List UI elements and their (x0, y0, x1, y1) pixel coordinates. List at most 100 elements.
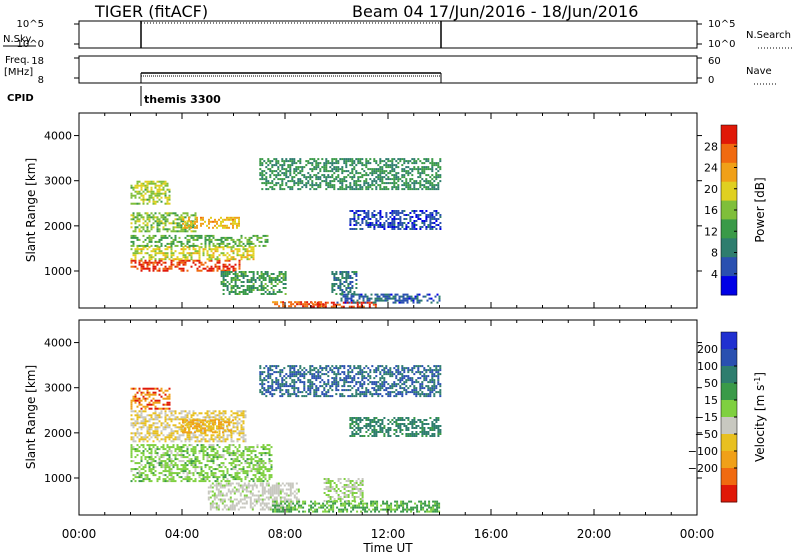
heatmap-cell (416, 297, 419, 300)
heatmap-cell (144, 476, 147, 479)
heatmap-cell (385, 188, 388, 191)
heatmap-cell (164, 480, 167, 483)
heatmap-cell (140, 464, 143, 467)
heatmap-cell (427, 186, 430, 189)
heatmap-cell (164, 389, 167, 392)
heatmap-cell (221, 502, 224, 505)
heatmap-cell (178, 226, 181, 229)
heatmap-cell (325, 188, 328, 191)
heatmap-cell (357, 484, 360, 486)
heatmap-cell (230, 277, 233, 279)
heatmap-cell (188, 248, 191, 251)
heatmap-cell (220, 416, 223, 419)
heatmap-cell (360, 303, 363, 306)
heatmap-cell (252, 448, 255, 451)
heatmap-cell (154, 412, 157, 415)
heatmap-cell (381, 166, 384, 169)
heatmap-cell (138, 432, 141, 435)
heatmap-cell (200, 434, 203, 437)
heatmap-cell (204, 248, 207, 251)
heatmap-cell (215, 486, 218, 489)
heatmap-cell (319, 170, 322, 173)
heatmap-cell (238, 476, 241, 479)
heatmap-cell (335, 279, 338, 281)
heatmap-cell (261, 490, 264, 493)
heatmap-cell (238, 434, 241, 437)
heatmap-cell (134, 397, 137, 400)
heatmap-cell (158, 434, 161, 437)
heatmap-cell (132, 418, 135, 421)
heatmap-cell (146, 265, 149, 268)
heatmap-cell (293, 162, 296, 165)
heatmap-cell (148, 269, 151, 272)
heatmap-cell (174, 416, 177, 419)
heatmap-cell (339, 271, 342, 273)
heatmap-cell (136, 472, 139, 475)
heatmap-cell (375, 222, 378, 224)
heatmap-cell (325, 170, 328, 173)
heatmap-cell (208, 269, 211, 272)
heatmap-cell (142, 234, 145, 237)
heatmap-cell (349, 490, 352, 492)
heatmap-cell (236, 293, 239, 295)
heatmap-cell (357, 180, 360, 183)
heatmap-cell (188, 427, 190, 430)
heatmap-cell (333, 166, 336, 169)
heatmap-cell (204, 454, 207, 457)
heatmap-cell (304, 301, 307, 304)
heatmap-cell (150, 256, 153, 259)
heatmap-cell (247, 484, 250, 487)
heatmap-cell (216, 261, 219, 264)
heatmap-cell (158, 416, 161, 419)
heatmap-cell (142, 438, 145, 441)
heatmap-cell (150, 182, 153, 185)
nsearch-tick-bottom: 10^0 (708, 39, 735, 50)
heatmap-cell (349, 220, 352, 222)
heatmap-cell (349, 480, 352, 482)
y-tick-label: 3000 (44, 175, 72, 188)
heatmap-cell (241, 488, 244, 491)
heatmap-cell (301, 186, 304, 189)
heatmap-cell (134, 395, 137, 398)
heatmap-cell (246, 281, 249, 283)
heatmap-cell (172, 478, 175, 481)
heatmap-cell (296, 303, 299, 306)
heatmap-cell (359, 172, 362, 175)
heatmap-cell (427, 160, 430, 163)
heatmap-cell (415, 168, 418, 171)
heatmap-cell (245, 484, 248, 487)
heatmap-cell (260, 293, 263, 295)
heatmap-cell (396, 506, 399, 509)
heatmap-cell (436, 510, 439, 513)
heatmap-cell (140, 476, 143, 479)
heatmap-cell (355, 482, 358, 484)
heatmap-cell (384, 502, 387, 505)
heatmap-cell (188, 478, 191, 481)
heatmap-cell (351, 168, 354, 171)
heatmap-cell (379, 178, 382, 181)
heatmap-cell (405, 184, 408, 187)
heatmap-cell (416, 299, 419, 302)
heatmap-cell (345, 279, 348, 281)
heatmap-cell (301, 170, 304, 173)
heatmap-cell (202, 438, 205, 441)
heatmap-cell (296, 500, 299, 503)
heatmap-cell (249, 500, 252, 503)
heatmap-cell (412, 508, 415, 511)
heatmap-cell (333, 279, 336, 281)
heatmap-cell (219, 490, 222, 493)
heatmap-cell (262, 462, 265, 465)
heatmap-cell (242, 271, 245, 273)
heatmap-cell (146, 248, 149, 251)
heatmap-cell (188, 259, 191, 262)
heatmap-cell (362, 305, 365, 308)
heatmap-cell (168, 478, 171, 481)
heatmap-cell (270, 279, 273, 281)
heatmap-cell (148, 180, 151, 183)
heatmap-cell (426, 299, 429, 302)
heatmap-cell (160, 424, 163, 427)
heatmap-cell (224, 236, 227, 239)
heatmap-cell (357, 158, 360, 161)
heatmap-cell (290, 510, 293, 513)
heatmap-cell (277, 484, 280, 487)
